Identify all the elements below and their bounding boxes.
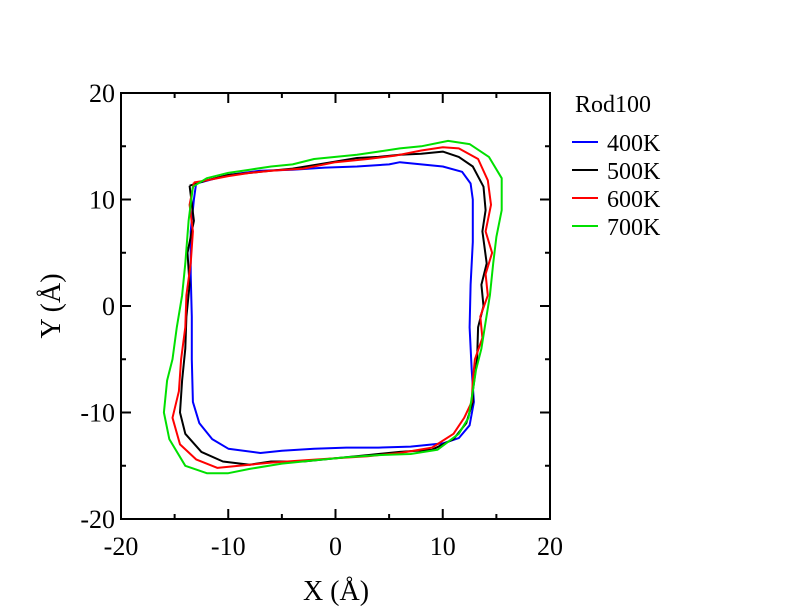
series-line-500K [179, 150, 488, 466]
x-tick-label: 10 [430, 532, 456, 561]
legend-title: Rod100 [575, 92, 651, 118]
series-line-700K [162, 139, 503, 475]
y-tick-label: -20 [80, 505, 115, 534]
axis-ticks [120, 92, 551, 520]
y-tick-label: -10 [80, 399, 115, 428]
legend-label-700K: 700K [607, 215, 661, 241]
x-tick-label: 20 [537, 532, 563, 561]
x-tick-label: -10 [211, 532, 246, 561]
x-tick-label: -20 [104, 532, 139, 561]
x-tick-labels: -20 -10 0 10 20 [104, 532, 563, 561]
legend-label-600K: 600K [607, 187, 661, 213]
y-tick-label: 20 [89, 79, 115, 108]
series-line-400K [189, 161, 475, 454]
x-axis-title: X (Å) [303, 576, 369, 607]
x-tick-label: 0 [329, 532, 342, 561]
series-line-600K [171, 146, 494, 469]
y-tick-label: 0 [102, 292, 115, 321]
y-tick-label: 10 [89, 186, 115, 215]
series-lines [162, 139, 503, 475]
y-tick-labels: -20 -10 0 10 20 [80, 79, 115, 534]
legend-label-400K: 400K [607, 131, 661, 157]
legend-label-500K: 500K [607, 159, 661, 185]
y-axis-title: Y (Å) [36, 273, 67, 338]
